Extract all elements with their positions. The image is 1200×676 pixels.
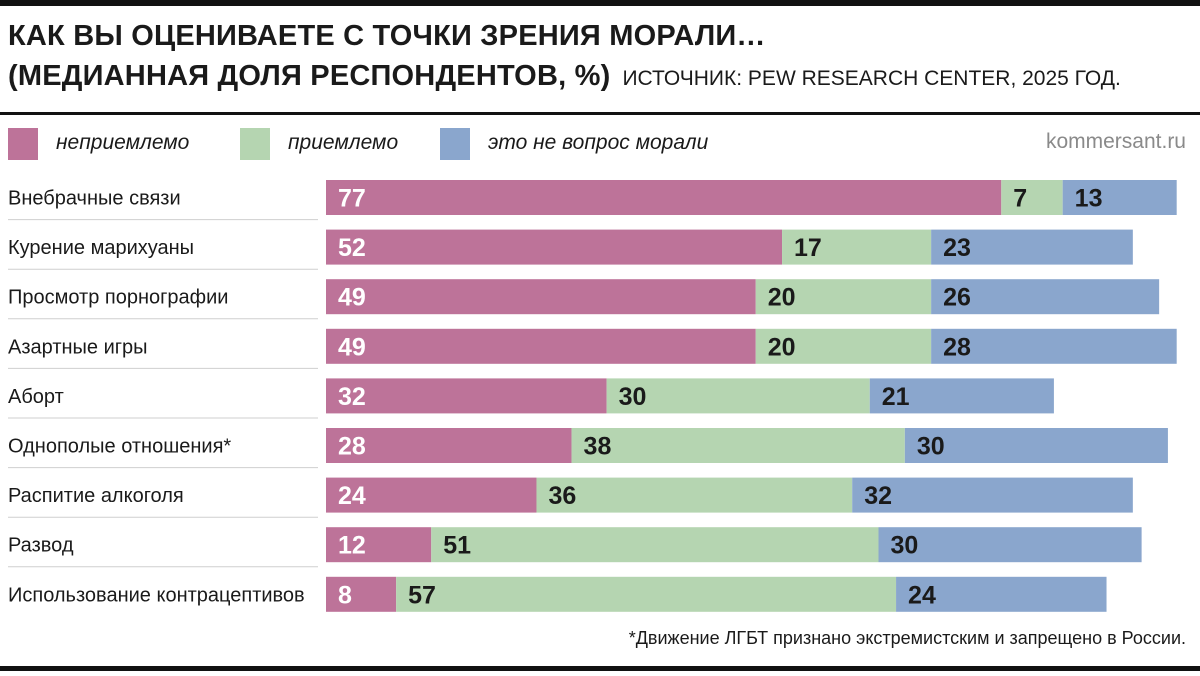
category-label: Распитие алкоголя (8, 485, 184, 507)
bar-segment-not-moral (869, 378, 1054, 414)
data-label-acceptable: 38 (584, 433, 612, 461)
data-label-acceptable: 20 (768, 333, 796, 361)
bar-segment-not-moral (931, 279, 1160, 315)
data-label-unacceptable: 28 (338, 433, 366, 461)
data-label-not-moral: 26 (943, 284, 971, 312)
bar-segment-acceptable (755, 328, 932, 364)
chart-title-line2: (МЕДИАННАЯ ДОЛЯ РЕСПОНДЕНТОВ, %) (8, 60, 611, 92)
category-label: Использование контрацептивов (8, 584, 305, 606)
bar-segment-acceptable (755, 279, 932, 315)
bar-segment-unacceptable (326, 378, 607, 414)
bar-segment-unacceptable (326, 180, 1002, 215)
source-note: ИСТОЧНИК: PEW RESEARCH CENTER, 2025 ГОД. (622, 67, 1121, 90)
data-label-not-moral: 23 (943, 234, 971, 262)
data-label-not-moral: 21 (882, 383, 910, 411)
bar-row: Просмотр порнографии 49 20 26 (8, 268, 1160, 315)
data-label-unacceptable: 32 (338, 383, 366, 411)
data-label-not-moral: 28 (943, 333, 971, 361)
data-label-not-moral: 30 (891, 532, 919, 560)
bar-segment-acceptable (571, 428, 905, 463)
category-label: Просмотр порнографии (8, 287, 228, 309)
chart-title-line1: КАК ВЫ ОЦЕНИВАЕТЕ С ТОЧКИ ЗРЕНИЯ МОРАЛИ… (8, 20, 766, 52)
legend-label-not-moral: это не вопрос морали (488, 131, 709, 154)
bar-segment-not-moral (878, 527, 1142, 563)
bar-segment-not-moral (931, 328, 1177, 364)
data-label-unacceptable: 8 (338, 581, 352, 609)
bar-row: Внебрачные связи 77 7 13 (8, 180, 1177, 215)
category-label: Однополые отношения* (8, 436, 231, 458)
brand-label[interactable]: kommersant.ru (1045, 130, 1186, 153)
data-label-acceptable: 51 (443, 532, 471, 560)
bar-segment-unacceptable (326, 576, 397, 612)
top-rule (0, 0, 1200, 6)
legend-label-acceptable: приемлемо (288, 131, 399, 154)
bottom-rule (0, 666, 1200, 671)
bar-segment-not-moral (904, 428, 1168, 463)
data-label-unacceptable: 24 (338, 482, 366, 510)
chart-subtitle: (МЕДИАННАЯ ДОЛЯ РЕСПОНДЕНТОВ, %) ИСТОЧНИК… (8, 60, 1121, 95)
bar-segment-unacceptable (326, 279, 756, 315)
data-label-unacceptable: 49 (338, 284, 366, 312)
category-label: Развод (8, 535, 74, 557)
bar-segment-not-moral (896, 576, 1107, 612)
data-label-acceptable: 36 (548, 482, 576, 510)
data-label-acceptable: 20 (768, 284, 796, 312)
data-label-unacceptable: 49 (338, 333, 366, 361)
category-label: Внебрачные связи (8, 188, 181, 210)
category-label: Азартные игры (8, 336, 148, 358)
bar-segment-not-moral (852, 477, 1133, 513)
data-label-acceptable: 57 (408, 581, 436, 609)
data-label-acceptable: 7 (1013, 185, 1027, 213)
data-label-unacceptable: 12 (338, 532, 366, 560)
legend-swatch-not-moral (440, 128, 470, 160)
bar-row: Распитие алкоголя 24 36 32 (8, 467, 1133, 513)
data-label-not-moral: 30 (917, 433, 945, 461)
category-label: Курение марихуаны (8, 237, 194, 259)
bar-segment-unacceptable (326, 527, 432, 563)
bar-row: Азартные игры 49 20 28 (8, 318, 1177, 364)
legend-label-unacceptable: неприемлемо (56, 131, 190, 154)
bar-row: Аборт 32 30 21 (8, 367, 1054, 414)
data-label-not-moral: 13 (1075, 185, 1103, 213)
bar-row: Курение марихуаны 52 17 23 (8, 219, 1133, 265)
data-label-not-moral: 32 (864, 482, 892, 510)
bar-segment-unacceptable (326, 477, 537, 513)
bar-row: Использование контрацептивов 8 57 24 (8, 566, 1107, 612)
legend-swatch-acceptable (240, 128, 270, 160)
chart-title: КАК ВЫ ОЦЕНИВАЕТЕ С ТОЧКИ ЗРЕНИЯ МОРАЛИ… (8, 20, 766, 52)
bar-segment-not-moral (931, 229, 1133, 265)
header-rule (0, 112, 1200, 115)
bar-segment-acceptable (782, 229, 932, 265)
data-label-acceptable: 30 (619, 383, 647, 411)
bar-segment-unacceptable (326, 428, 572, 463)
bar-row: Развод 12 51 30 (8, 516, 1142, 563)
data-label-not-moral: 24 (908, 581, 936, 609)
footnote: *Движение ЛГБТ признано экстремистским и… (628, 628, 1186, 648)
data-label-unacceptable: 77 (338, 185, 366, 213)
category-label: Аборт (8, 386, 64, 408)
legend-swatch-unacceptable (8, 128, 38, 160)
bar-segment-acceptable (606, 378, 870, 414)
bar-segment-acceptable (396, 576, 897, 612)
bar-segment-unacceptable (326, 328, 756, 364)
data-label-acceptable: 17 (794, 234, 822, 262)
bar-segment-acceptable (536, 477, 853, 513)
bar-segment-not-moral (1062, 180, 1177, 215)
bar-row: Однополые отношения* 28 38 30 (8, 417, 1168, 463)
bar-segment-acceptable (431, 527, 879, 563)
bar-segment-acceptable (1001, 180, 1063, 215)
data-label-unacceptable: 52 (338, 234, 366, 262)
bar-segment-unacceptable (326, 229, 783, 265)
